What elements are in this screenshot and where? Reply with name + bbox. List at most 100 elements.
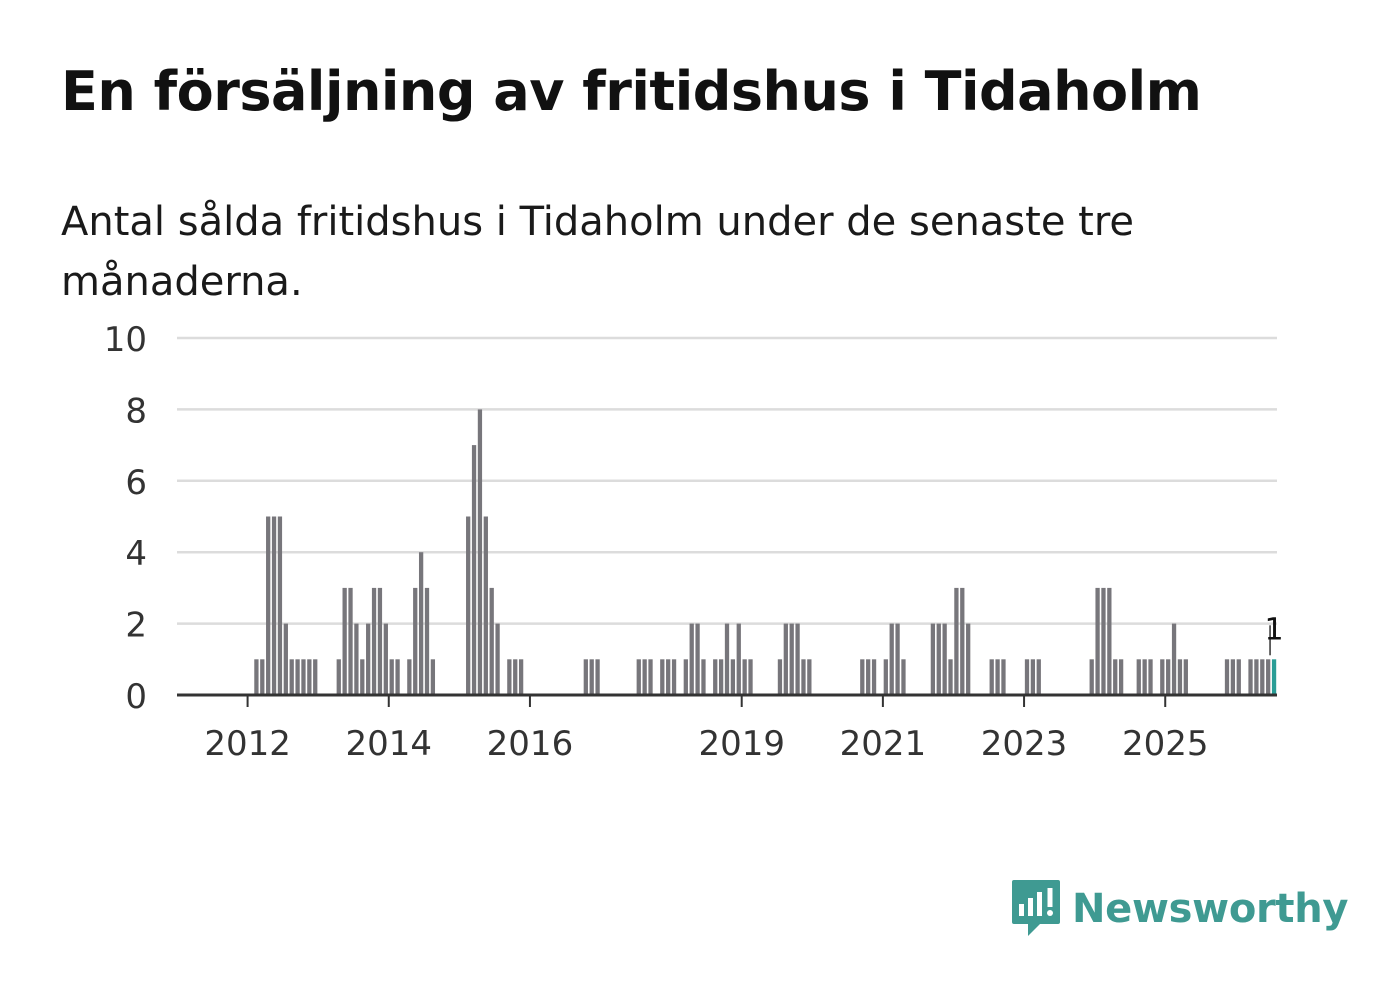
bar bbox=[430, 659, 436, 695]
bar bbox=[1183, 659, 1188, 695]
bar bbox=[295, 659, 300, 695]
bar bbox=[271, 516, 277, 695]
bar bbox=[1271, 659, 1277, 695]
bar bbox=[648, 659, 653, 695]
bar bbox=[866, 659, 871, 695]
bar bbox=[730, 659, 736, 695]
bar bbox=[307, 659, 312, 695]
bar bbox=[1266, 659, 1271, 695]
newsworthy-logo-icon bbox=[1012, 880, 1060, 936]
bar bbox=[1101, 587, 1106, 695]
bar bbox=[360, 659, 365, 695]
bar bbox=[277, 516, 283, 695]
bar bbox=[942, 623, 947, 695]
bar bbox=[1113, 659, 1118, 695]
bar bbox=[671, 659, 677, 695]
bar bbox=[636, 659, 641, 695]
bar bbox=[1001, 659, 1006, 695]
bar bbox=[371, 587, 377, 695]
bar bbox=[266, 516, 271, 695]
bar bbox=[418, 552, 424, 695]
bar bbox=[724, 623, 730, 695]
chart-subtitle: Antal sålda fritidshus i Tidaholm under … bbox=[61, 199, 1135, 305]
bar bbox=[489, 587, 494, 695]
y-tick-label: 0 bbox=[125, 677, 147, 717]
bar bbox=[795, 623, 800, 695]
bar bbox=[742, 659, 747, 695]
annotations: 1 bbox=[1265, 612, 1284, 656]
bar bbox=[354, 623, 359, 695]
y-axis-labels: 0 2 4 6 8 10 bbox=[104, 320, 147, 717]
bar bbox=[989, 659, 994, 695]
bar bbox=[701, 659, 706, 695]
y-tick-label: 4 bbox=[125, 534, 147, 574]
x-tick-label: 2021 bbox=[840, 724, 927, 764]
bar bbox=[960, 587, 965, 695]
bar bbox=[901, 659, 906, 695]
bar bbox=[513, 659, 518, 695]
bar bbox=[783, 623, 788, 695]
bar bbox=[889, 623, 894, 695]
bar bbox=[336, 659, 341, 695]
bar bbox=[254, 659, 259, 695]
bar bbox=[348, 587, 353, 695]
bar bbox=[1160, 659, 1165, 695]
bar bbox=[1236, 659, 1241, 695]
bar bbox=[1136, 659, 1141, 695]
bar bbox=[1118, 659, 1124, 695]
bar bbox=[424, 587, 430, 695]
bar bbox=[313, 659, 318, 695]
bar bbox=[1166, 659, 1171, 695]
highlight-value-label: 1 bbox=[1265, 612, 1284, 647]
bar bbox=[954, 587, 959, 695]
bar bbox=[507, 659, 512, 695]
bar bbox=[1254, 659, 1259, 695]
bar bbox=[1230, 659, 1236, 695]
bar bbox=[1030, 659, 1036, 695]
bar bbox=[377, 587, 383, 695]
bar bbox=[1171, 623, 1177, 695]
bar bbox=[660, 659, 665, 695]
bar bbox=[260, 659, 265, 695]
bar bbox=[860, 659, 865, 695]
bar bbox=[895, 623, 900, 695]
y-tick-label: 2 bbox=[125, 606, 147, 646]
bar bbox=[871, 659, 877, 695]
bar bbox=[666, 659, 671, 695]
bar bbox=[366, 623, 371, 695]
bar bbox=[807, 659, 812, 695]
bar bbox=[466, 516, 471, 695]
bar bbox=[589, 659, 594, 695]
bar bbox=[642, 659, 647, 695]
bar bbox=[495, 623, 500, 695]
y-tick-label: 10 bbox=[104, 320, 147, 360]
chart-title: En försäljning av fritidshus i Tidaholm bbox=[61, 60, 1202, 123]
bar bbox=[789, 623, 794, 695]
x-tick-label: 2012 bbox=[204, 724, 291, 764]
y-tick-label: 8 bbox=[125, 391, 147, 431]
bar bbox=[301, 659, 306, 695]
x-tick-label: 2014 bbox=[345, 724, 432, 764]
bar bbox=[383, 623, 388, 695]
bar bbox=[1024, 659, 1030, 695]
x-tick-label: 2016 bbox=[487, 724, 574, 764]
bar bbox=[283, 623, 288, 695]
bar bbox=[395, 659, 400, 695]
bar bbox=[883, 659, 888, 695]
bar bbox=[518, 659, 524, 695]
bar bbox=[583, 659, 588, 695]
bar bbox=[1177, 659, 1183, 695]
bar bbox=[1260, 659, 1265, 695]
x-axis: 2012 2014 2016 2019 2021 2023 2025 bbox=[177, 693, 1277, 764]
x-tick-label: 2019 bbox=[698, 724, 785, 764]
bar bbox=[413, 587, 418, 695]
bar bbox=[1036, 659, 1041, 695]
y-tick-label: 6 bbox=[125, 463, 147, 503]
bar bbox=[1148, 659, 1153, 695]
bar bbox=[713, 659, 718, 695]
bar bbox=[995, 659, 1000, 695]
grid-lines bbox=[177, 336, 1277, 625]
bar bbox=[1107, 587, 1112, 695]
bar bbox=[718, 659, 724, 695]
